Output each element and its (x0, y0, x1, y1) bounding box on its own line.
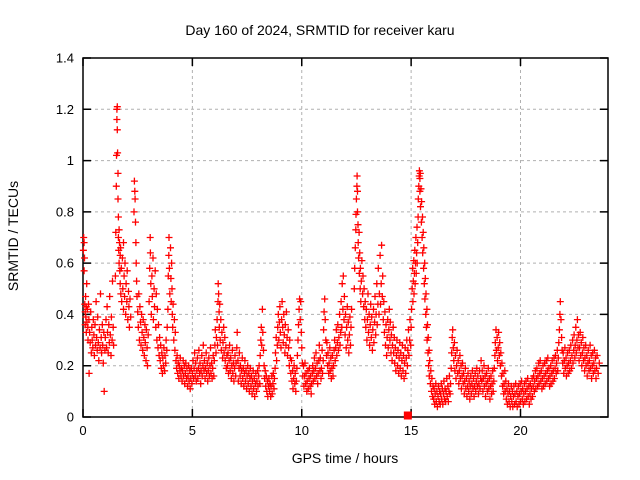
x-tick-label: 20 (513, 423, 527, 438)
y-tick-label: 0.6 (56, 256, 74, 271)
y-tick-label: 0 (67, 410, 74, 425)
x-axis-label: GPS time / hours (291, 450, 399, 466)
y-tick-label: 1 (67, 153, 74, 168)
x-tick-label: 10 (295, 423, 309, 438)
y-tick-label: 1.4 (56, 51, 74, 66)
x-tick-label: 0 (79, 423, 86, 438)
y-tick-label: 1.2 (56, 102, 74, 117)
grid-lines (83, 58, 608, 417)
y-tick-label: 0.4 (56, 307, 74, 322)
chart-title: Day 160 of 2024, SRMTID for receiver kar… (185, 22, 455, 38)
outlier-square-point (403, 411, 412, 420)
x-tick-label: 5 (189, 423, 196, 438)
y-tick-label: 0.2 (56, 358, 74, 373)
plot-border (82, 57, 609, 418)
axis-ticks (82, 57, 608, 418)
scatter-points (79, 103, 603, 411)
y-tick-label: 0.8 (56, 204, 74, 219)
x-tick-label: 15 (404, 423, 418, 438)
